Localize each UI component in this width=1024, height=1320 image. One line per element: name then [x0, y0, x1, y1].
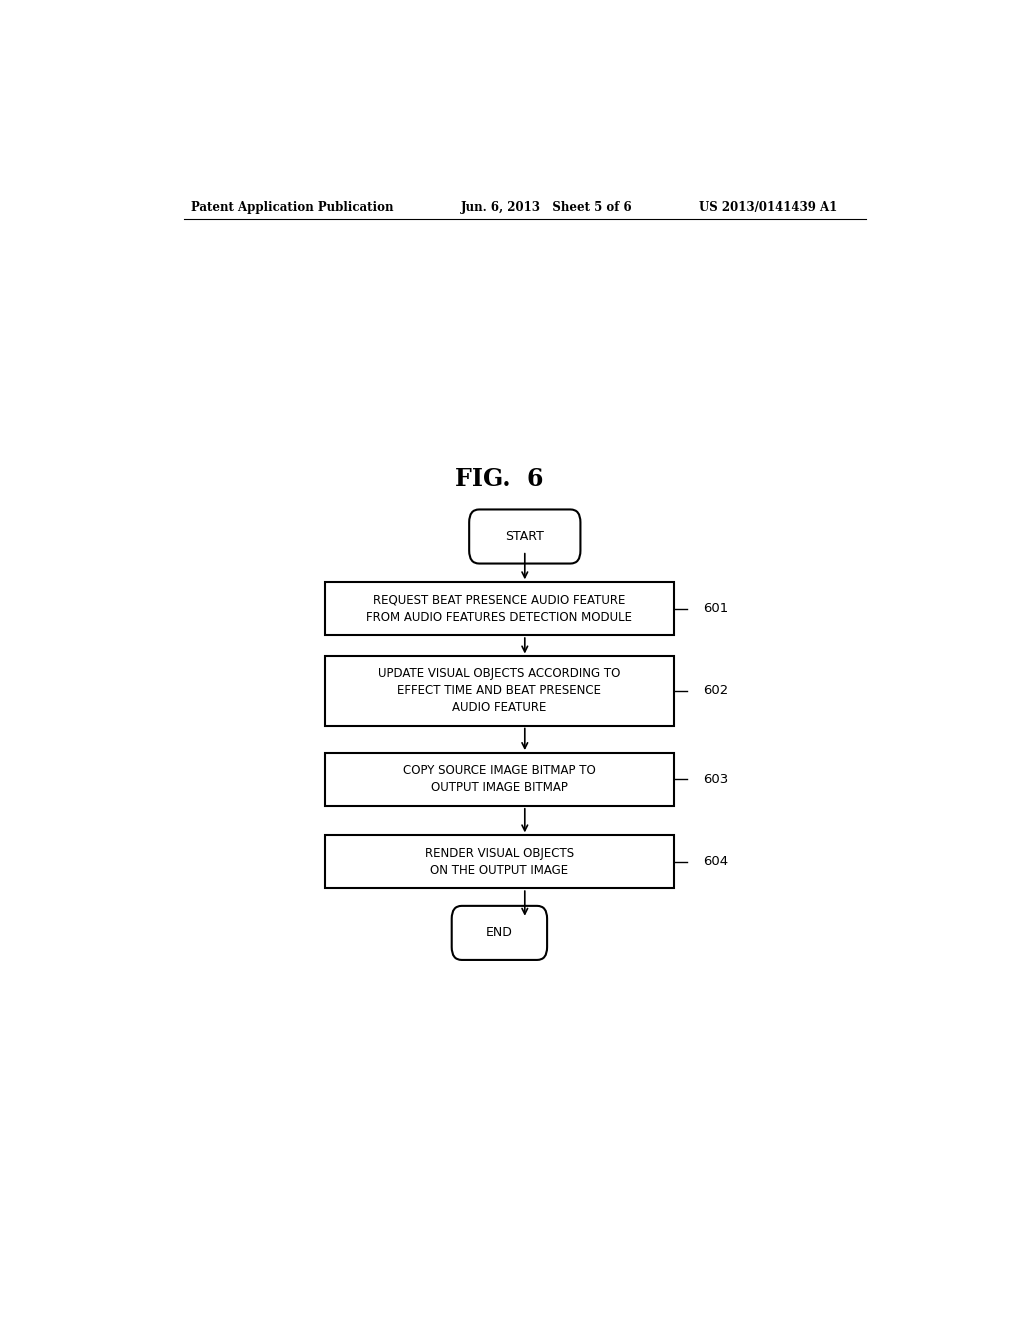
FancyBboxPatch shape — [469, 510, 581, 564]
Text: Patent Application Publication: Patent Application Publication — [191, 201, 394, 214]
Bar — [325, 752, 674, 805]
Text: REQUEST BEAT PRESENCE AUDIO FEATURE
FROM AUDIO FEATURES DETECTION MODULE: REQUEST BEAT PRESENCE AUDIO FEATURE FROM… — [367, 594, 633, 623]
Text: START: START — [506, 531, 544, 543]
Text: Jun. 6, 2013   Sheet 5 of 6: Jun. 6, 2013 Sheet 5 of 6 — [461, 201, 633, 214]
Text: 602: 602 — [703, 685, 729, 697]
Text: 601: 601 — [703, 602, 729, 615]
Bar — [325, 836, 674, 888]
FancyBboxPatch shape — [452, 906, 547, 960]
Text: FIG.  6: FIG. 6 — [455, 466, 544, 491]
Text: US 2013/0141439 A1: US 2013/0141439 A1 — [699, 201, 838, 214]
Bar — [325, 656, 674, 726]
Text: RENDER VISUAL OBJECTS
ON THE OUTPUT IMAGE: RENDER VISUAL OBJECTS ON THE OUTPUT IMAG… — [425, 846, 574, 876]
Text: 604: 604 — [703, 855, 728, 869]
Text: COPY SOURCE IMAGE BITMAP TO
OUTPUT IMAGE BITMAP: COPY SOURCE IMAGE BITMAP TO OUTPUT IMAGE… — [403, 764, 596, 795]
Text: UPDATE VISUAL OBJECTS ACCORDING TO
EFFECT TIME AND BEAT PRESENCE
AUDIO FEATURE: UPDATE VISUAL OBJECTS ACCORDING TO EFFEC… — [378, 668, 621, 714]
Text: END: END — [486, 927, 513, 940]
Bar — [325, 582, 674, 635]
Text: 603: 603 — [703, 774, 729, 785]
